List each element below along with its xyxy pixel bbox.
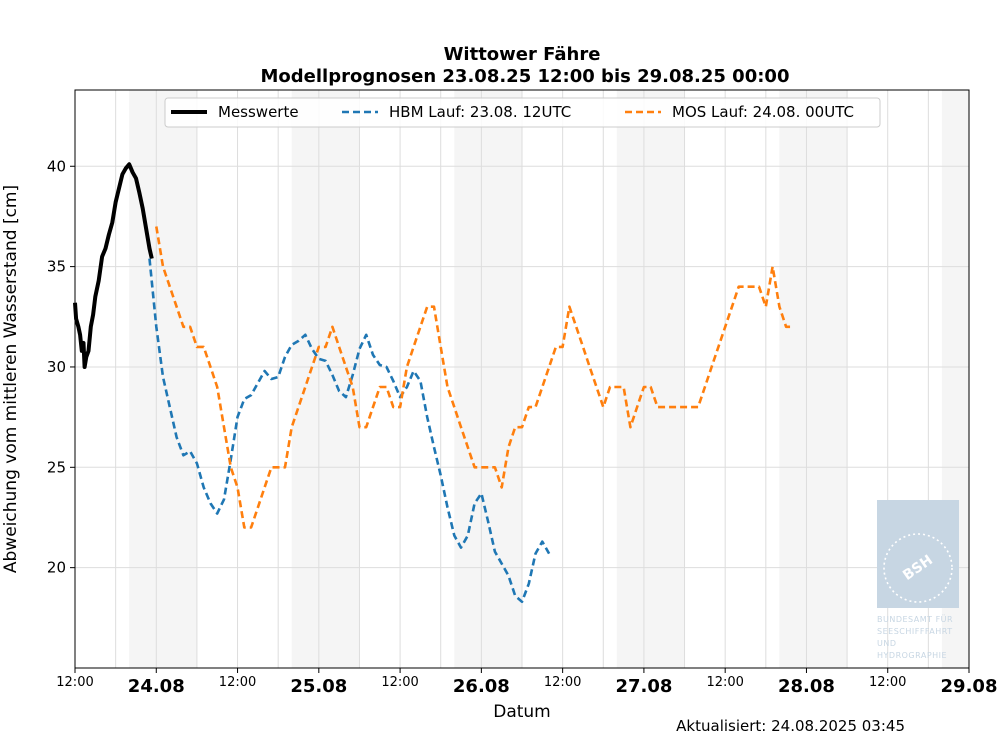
- y-axis-ticks: 20 25 30 35 40: [47, 157, 75, 577]
- x-tick-label: 26.08: [453, 676, 510, 697]
- bsh-logo: BSH BUNDESAMT FÜR SEESCHIFFFAHRT UND HYD…: [877, 500, 959, 660]
- night-band: [291, 90, 360, 668]
- y-tick-label: 35: [47, 258, 66, 276]
- grid-lines: [74, 90, 970, 668]
- night-band: [779, 90, 848, 668]
- chart-subtitle: Modellprognosen 23.08.25 12:00 bis 29.08…: [261, 66, 790, 87]
- x-tick-label: 12:00: [381, 675, 418, 690]
- x-tick-label: 24.08: [128, 676, 185, 697]
- x-axis-label: Datum: [493, 702, 551, 722]
- x-axis-ticks: 12:00 24.08 12:00 25.08 12:00 26.08 12:00 27.08…: [56, 668, 997, 697]
- x-tick-label: 25.08: [290, 676, 347, 697]
- night-band: [616, 90, 685, 668]
- night-band: [454, 90, 522, 668]
- legend-label-hbm: HBM Lauf: 23.08. 12UTC: [389, 103, 571, 121]
- y-tick-label: 40: [47, 157, 66, 175]
- x-tick-label: 12:00: [56, 675, 93, 690]
- x-tick-label: 12:00: [219, 675, 256, 690]
- legend: Messwerte HBM Lauf: 23.08. 12UTC MOS Lau…: [164, 97, 881, 128]
- legend-box: [164, 97, 881, 128]
- y-tick-label: 25: [47, 458, 66, 476]
- bsh-logo-line-1: BUNDESAMT FÜR: [877, 614, 953, 624]
- bsh-logo-box: [877, 500, 959, 608]
- x-tick-label: 27.08: [615, 676, 672, 697]
- series-line-2: [155, 226, 793, 529]
- bsh-logo-line-2: SEESCHIFFFAHRT: [877, 627, 953, 636]
- x-tick-label: 28.08: [778, 676, 835, 697]
- y-tick-label: 30: [47, 358, 66, 376]
- bsh-logo-line-3: UND: [877, 639, 897, 648]
- bsh-logo-line-4: HYDROGRAPHIE: [877, 651, 947, 660]
- y-axis-label: Abweichung vom mittleren Wasserstand [cm…: [1, 185, 21, 573]
- x-tick-label: 12:00: [706, 675, 743, 690]
- x-tick-label: 29.08: [941, 676, 998, 697]
- plot-frame: [74, 89, 970, 669]
- y-tick-label: 20: [47, 559, 66, 577]
- legend-label-messwerte: Messwerte: [218, 103, 299, 121]
- series-line-1: [148, 258, 551, 604]
- series-line-0: [73, 162, 154, 369]
- x-tick-label: 12:00: [869, 675, 906, 690]
- night-bands: [129, 90, 969, 668]
- chart-title: Wittower Fähre: [444, 44, 601, 65]
- updated-timestamp: Aktualisiert: 24.08.2025 03:45: [676, 717, 905, 735]
- legend-label-mos: MOS Lauf: 24.08. 00UTC: [672, 103, 854, 121]
- data-series: [73, 162, 793, 604]
- x-tick-label: 12:00: [544, 675, 581, 690]
- bsh-logo-ring: [883, 533, 953, 603]
